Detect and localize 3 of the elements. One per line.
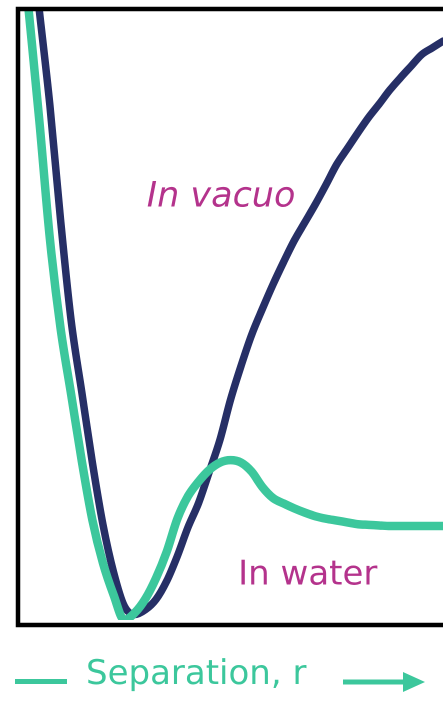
x-axis-title: Separation, r <box>86 652 306 694</box>
series-label: In vacuo <box>146 175 296 216</box>
series-label: In water <box>238 554 378 594</box>
